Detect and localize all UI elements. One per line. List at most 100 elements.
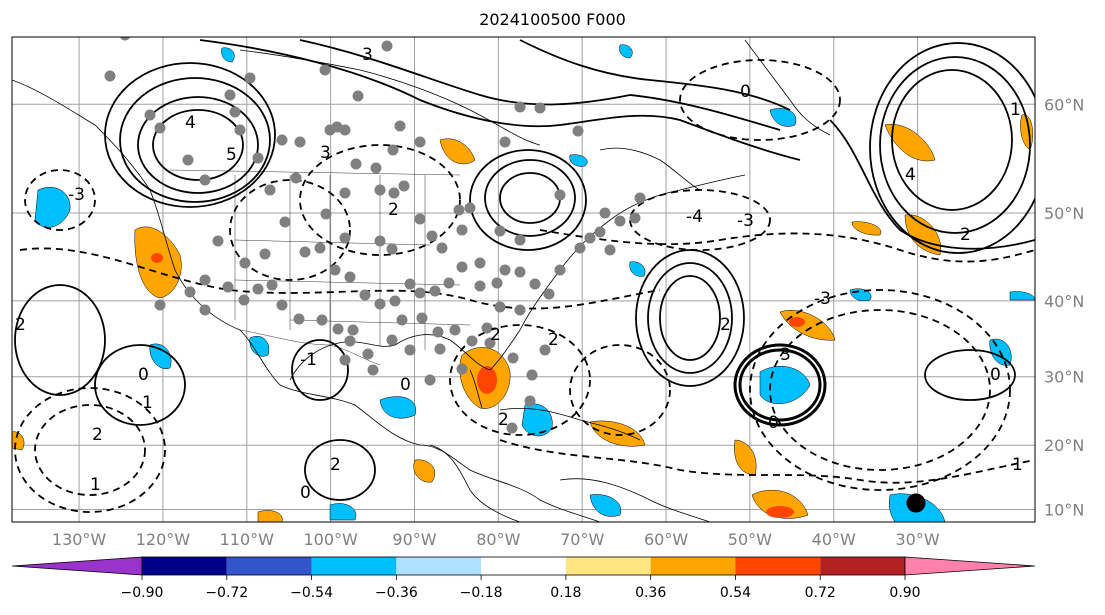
contour-label: 1 (1012, 455, 1023, 475)
positive-anomaly-core (766, 506, 794, 518)
significance-dot (388, 187, 400, 199)
significance-dot (499, 136, 511, 148)
positive-anomaly-core (151, 253, 163, 263)
significance-dot (474, 280, 486, 292)
high-contour (94, 344, 186, 426)
colorbar-labels: −0.90 −0.72 −0.54 −0.36 −0.18 0.18 0.36 0.54 0.7… (121, 575, 921, 601)
contour-ridge (829, 119, 1035, 250)
significance-dot (634, 192, 646, 204)
significance-dot (331, 121, 343, 133)
significance-dot (362, 348, 374, 360)
greenland-coast (744, 39, 831, 136)
significance-dot (494, 301, 506, 313)
positive-anomaly-core (477, 366, 497, 394)
contour-label: 2 (498, 410, 509, 430)
colorbar-swatch (311, 557, 397, 575)
significance-dot (279, 216, 291, 228)
negative-contour (229, 179, 351, 281)
longitude-label: 110°W (220, 530, 275, 549)
significance-dot (374, 235, 386, 247)
longitude-label: 60°W (644, 530, 688, 549)
newfoundland-coast (599, 147, 701, 191)
colorbar-swatch (820, 557, 905, 575)
significance-dot (499, 264, 511, 276)
low-contour-bold (738, 348, 822, 422)
negative-contour (569, 344, 671, 436)
significance-dot (266, 279, 278, 291)
significance-dot (396, 314, 408, 326)
negative-contour (629, 189, 771, 251)
contours-bold (733, 343, 926, 513)
caribbean-islands (499, 407, 641, 441)
high-contour (659, 275, 721, 361)
significance-dot (252, 152, 264, 164)
colorbar-tick-label: 0.90 (889, 585, 920, 601)
high-contour (647, 262, 733, 374)
map-title: 2024100500 F000 (479, 10, 626, 29)
significance-dot (524, 395, 536, 407)
negative-contour (749, 289, 1011, 491)
latitude-labels: 60°N 50°N 40°N 30°N 20°N 10°N (1044, 95, 1084, 519)
low-contour-bold (733, 343, 827, 427)
significance-dot (359, 289, 371, 301)
longitude-label: 70°W (560, 530, 604, 549)
colorbar-swatch (650, 557, 736, 575)
map-background (12, 37, 1035, 522)
significance-dot (594, 226, 606, 238)
negative-anomaly-patch (619, 44, 633, 59)
significance-dot (199, 274, 211, 286)
south-america-coast (559, 478, 711, 522)
latitude-label: 20°N (1044, 436, 1084, 455)
significance-dot (394, 120, 406, 132)
contour-ridge (519, 39, 791, 111)
significance-dot (507, 352, 519, 364)
negative-contour (24, 169, 96, 231)
significance-dot (491, 277, 503, 289)
negative-anomaly-patch (589, 494, 622, 517)
contour-label: 0 (768, 413, 779, 433)
negative-anomaly-patch (34, 186, 71, 228)
significance-dot (329, 264, 341, 276)
positive-anomaly-patch (413, 459, 436, 483)
negative-contour (449, 324, 591, 436)
significance-dot (456, 261, 468, 273)
map-frame (11, 36, 1036, 523)
significance-dot (252, 283, 264, 295)
longitude-label: 120°W (136, 530, 191, 549)
significance-dot (432, 326, 444, 338)
significance-dot (222, 281, 234, 293)
significance-dot (290, 172, 302, 184)
contour-label: 3 (320, 143, 331, 163)
longitude-label: 100°W (303, 530, 358, 549)
central-america-coast (429, 444, 521, 522)
significance-dot (344, 271, 356, 283)
significance-dot (404, 344, 416, 356)
significance-dot (484, 337, 496, 349)
contour-label: 2 (92, 425, 103, 445)
negative-anomaly-patch (1009, 291, 1035, 301)
us-mexico-border (239, 329, 381, 366)
high-contour (291, 339, 349, 401)
significance-dot (414, 136, 426, 148)
pacific-coastline (12, 79, 601, 522)
colorbar-tick-label: −0.90 (121, 585, 164, 601)
significance-dot (506, 422, 518, 434)
colorbar-tick-label: −0.18 (460, 585, 503, 601)
colorbar-tick-label: 0.72 (805, 585, 836, 601)
significance-dot (154, 299, 166, 311)
contour-label: 0 (400, 375, 411, 395)
significance-dot (599, 207, 611, 219)
contours-solid (14, 39, 1035, 501)
contour-value-labels: 4 5 3 2 2 -4 -3 -3 -3 4 2 1 0 1 0 2 -1 0… (15, 45, 1023, 503)
significance-dot (398, 180, 410, 192)
contour-label: 2 (15, 315, 26, 335)
positive-anomaly-patch (851, 221, 882, 236)
contour-label: 2 (330, 455, 341, 475)
significance-dot (367, 364, 379, 376)
contour-label: 2 (720, 315, 731, 335)
colorbar-swatch (226, 557, 312, 575)
negative-contour (539, 229, 1035, 263)
contour-label: 4 (185, 113, 196, 133)
significance-dot (434, 343, 446, 355)
us-canada-border (169, 169, 461, 176)
